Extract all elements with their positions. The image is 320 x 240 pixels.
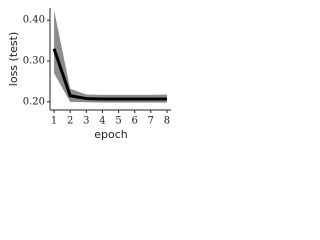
band — [54, 10, 167, 103]
x-tick-label: 8 — [164, 116, 170, 127]
x-tick-label: 5 — [115, 116, 121, 127]
x-tick-label: 2 — [67, 116, 73, 127]
x-tick-label: 7 — [148, 116, 154, 127]
x-tick-label: 1 — [51, 116, 57, 127]
x-tick-label: 6 — [132, 116, 138, 127]
y-tick-label: 0.30 — [23, 56, 45, 67]
chart: loss (test) epoch 0.20 0.30 0.40 1 2 3 4 5 6 7 8 — [7, 8, 171, 141]
y-tick-label: 0.20 — [23, 96, 45, 107]
line — [52, 48, 167, 101]
y-axis-label: loss (test) — [7, 32, 20, 86]
x-axis-label: epoch — [94, 128, 128, 141]
x-tick-label: 3 — [83, 116, 89, 127]
y-tick-label: 0.40 — [23, 15, 45, 26]
x-tick-label: 4 — [99, 116, 105, 127]
